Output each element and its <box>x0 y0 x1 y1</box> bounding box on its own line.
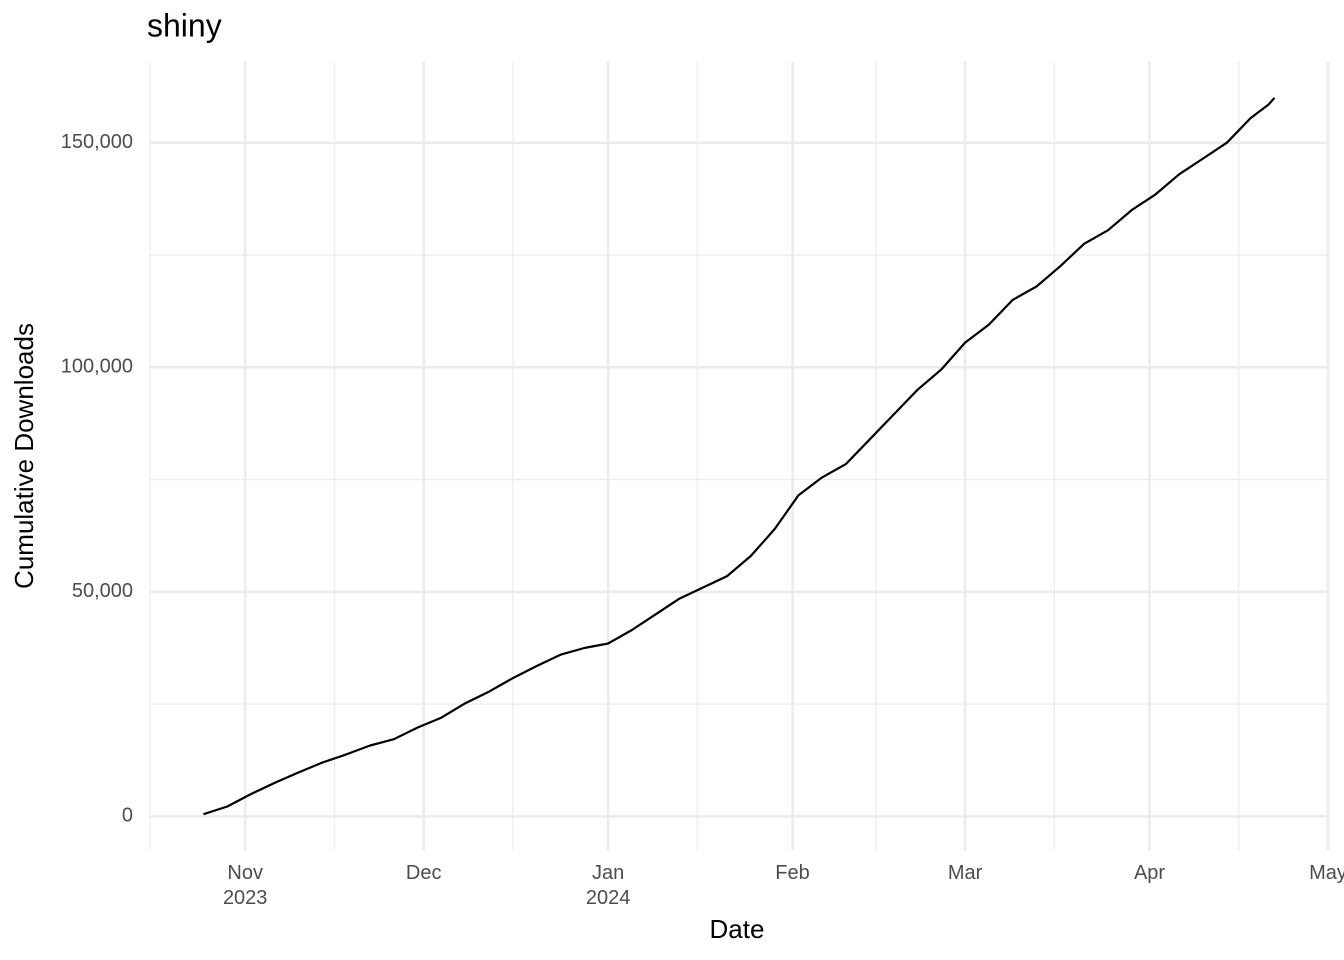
x-tick-label-line: 2024 <box>586 887 631 909</box>
x-tick-label-line: Dec <box>406 862 442 884</box>
y-tick-label: 150,000 <box>61 131 133 153</box>
chart-title: shiny <box>147 7 222 43</box>
x-tick-label: Feb <box>775 862 809 884</box>
y-tick-label: 0 <box>122 805 133 827</box>
x-tick-label: Apr <box>1134 862 1165 884</box>
x-tick-label-line: Apr <box>1134 862 1165 884</box>
x-tick-label: Dec <box>406 862 442 884</box>
x-tick-label-line: Jan <box>592 862 624 884</box>
x-tick-label: Mar <box>948 862 983 884</box>
x-tick-label: Nov 2023 <box>223 862 268 909</box>
x-tick-label-line: May <box>1309 862 1344 884</box>
x-tick-label: May <box>1309 862 1344 884</box>
x-tick-label: Jan 2024 <box>586 862 631 909</box>
y-axis-title: Cumulative Downloads <box>9 323 39 589</box>
y-tick-label: 100,000 <box>61 356 133 378</box>
x-tick-label-line: 2023 <box>223 887 268 909</box>
x-axis-title: Date <box>710 914 765 944</box>
x-tick-label-line: Mar <box>948 862 983 884</box>
y-tick-label: 50,000 <box>72 580 133 602</box>
data-line <box>203 97 1276 816</box>
x-tick-label-line: Feb <box>775 862 809 884</box>
x-tick-label-line: Nov <box>227 862 263 884</box>
